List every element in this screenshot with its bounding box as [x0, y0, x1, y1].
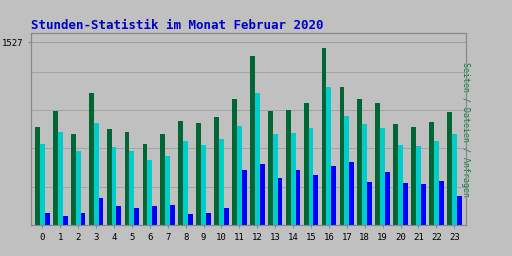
Bar [339, 87, 345, 225]
Bar [232, 99, 237, 225]
Bar [411, 127, 416, 225]
Bar [116, 206, 121, 225]
Bar [304, 103, 309, 225]
Bar [375, 103, 380, 225]
Bar [345, 116, 349, 225]
Bar [80, 213, 86, 225]
Bar [416, 146, 421, 225]
Bar [452, 134, 457, 225]
Bar [201, 145, 206, 225]
Bar [309, 128, 313, 225]
Bar [286, 110, 291, 225]
Bar [224, 208, 229, 225]
Bar [130, 151, 134, 225]
Bar [331, 166, 336, 225]
Bar [45, 213, 50, 225]
Bar [268, 111, 273, 225]
Bar [183, 141, 188, 225]
Text: Stunden-Statistik im Monat Februar 2020: Stunden-Statistik im Monat Februar 2020 [31, 19, 323, 32]
Bar [76, 151, 80, 225]
Bar [40, 144, 45, 225]
Bar [439, 181, 443, 225]
Bar [367, 182, 372, 225]
Bar [429, 122, 434, 225]
Bar [147, 161, 152, 225]
Bar [357, 99, 362, 225]
Bar [71, 134, 76, 225]
Bar [421, 185, 425, 225]
Bar [434, 141, 439, 225]
Bar [327, 87, 331, 225]
Bar [214, 117, 219, 225]
Bar [165, 156, 170, 225]
Bar [178, 121, 183, 225]
Bar [403, 183, 408, 225]
Bar [237, 126, 242, 225]
Bar [94, 123, 98, 225]
Bar [106, 129, 112, 225]
Bar [188, 215, 193, 225]
Bar [295, 170, 301, 225]
Bar [62, 216, 68, 225]
Bar [273, 134, 278, 225]
Bar [313, 175, 318, 225]
Bar [58, 132, 62, 225]
Bar [196, 123, 201, 225]
Bar [291, 133, 295, 225]
Bar [142, 144, 147, 225]
Bar [206, 213, 211, 225]
Bar [98, 198, 103, 225]
Bar [398, 145, 403, 225]
Bar [260, 164, 265, 225]
Bar [380, 128, 385, 225]
Bar [242, 170, 247, 225]
Bar [278, 178, 283, 225]
Y-axis label: Seiten / Dateien / Anfragen: Seiten / Dateien / Anfragen [461, 62, 470, 197]
Bar [89, 93, 94, 225]
Bar [152, 206, 157, 225]
Bar [349, 162, 354, 225]
Bar [35, 127, 40, 225]
Bar [457, 197, 461, 225]
Bar [255, 93, 260, 225]
Bar [322, 48, 327, 225]
Bar [250, 56, 255, 225]
Bar [385, 173, 390, 225]
Bar [447, 112, 452, 225]
Bar [393, 124, 398, 225]
Bar [112, 147, 116, 225]
Bar [124, 132, 130, 225]
Bar [170, 205, 175, 225]
Bar [160, 134, 165, 225]
Bar [134, 208, 139, 225]
Bar [362, 124, 367, 225]
Bar [219, 139, 224, 225]
Bar [53, 111, 58, 225]
